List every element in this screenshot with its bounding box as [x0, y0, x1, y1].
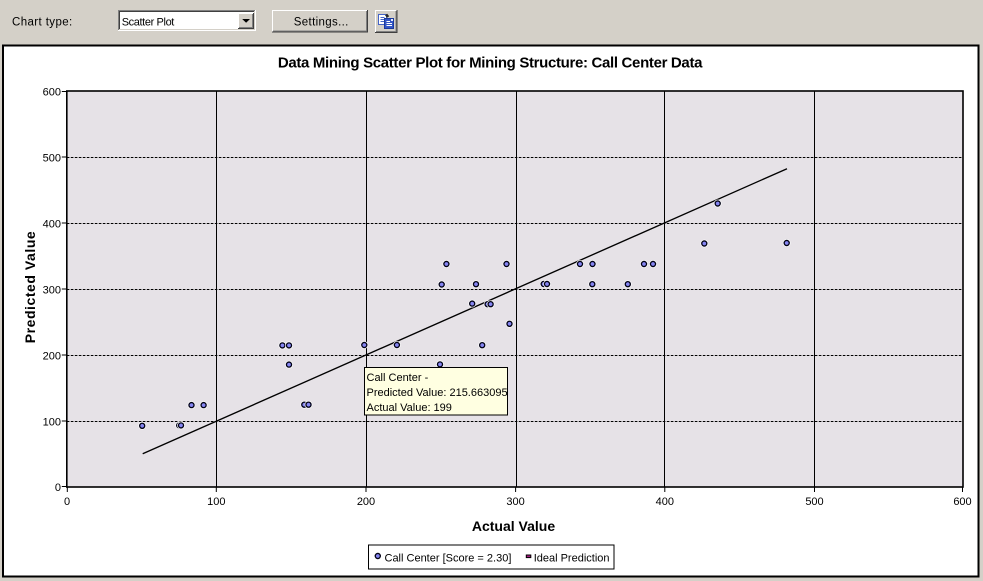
svg-text:Data Mining Scatter Plot for M: Data Mining Scatter Plot for Mining Stru…: [278, 55, 703, 72]
svg-text:600: 600: [43, 87, 61, 99]
svg-text:Actual Value: Actual Value: [472, 518, 555, 534]
svg-text:300: 300: [506, 496, 524, 508]
svg-text:0: 0: [64, 496, 70, 508]
svg-text:Chart type:: Chart type:: [12, 17, 73, 29]
svg-text:200: 200: [43, 351, 61, 363]
svg-text:400: 400: [43, 219, 61, 231]
svg-text:0: 0: [55, 482, 61, 494]
svg-text:Predicted Value: 215.663095: Predicted Value: 215.663095: [367, 387, 508, 399]
svg-text:200: 200: [357, 496, 375, 508]
svg-text:600: 600: [953, 496, 971, 508]
svg-text:400: 400: [656, 496, 674, 508]
svg-text:Actual Value: 199: Actual Value: 199: [367, 402, 452, 414]
svg-text:Scatter Plot: Scatter Plot: [122, 16, 175, 28]
svg-text:Call Center -: Call Center -: [367, 372, 429, 384]
svg-text:Predicted Value: Predicted Value: [22, 231, 38, 344]
svg-text:Call Center [Score = 2.30]: Call Center [Score = 2.30]: [385, 553, 512, 565]
svg-text:500: 500: [805, 496, 823, 508]
svg-text:Ideal Prediction: Ideal Prediction: [534, 553, 610, 565]
svg-text:100: 100: [43, 417, 61, 429]
svg-text:500: 500: [43, 153, 61, 165]
svg-text:Settings...: Settings...: [294, 17, 349, 29]
svg-text:300: 300: [43, 285, 61, 297]
svg-text:100: 100: [207, 496, 225, 508]
